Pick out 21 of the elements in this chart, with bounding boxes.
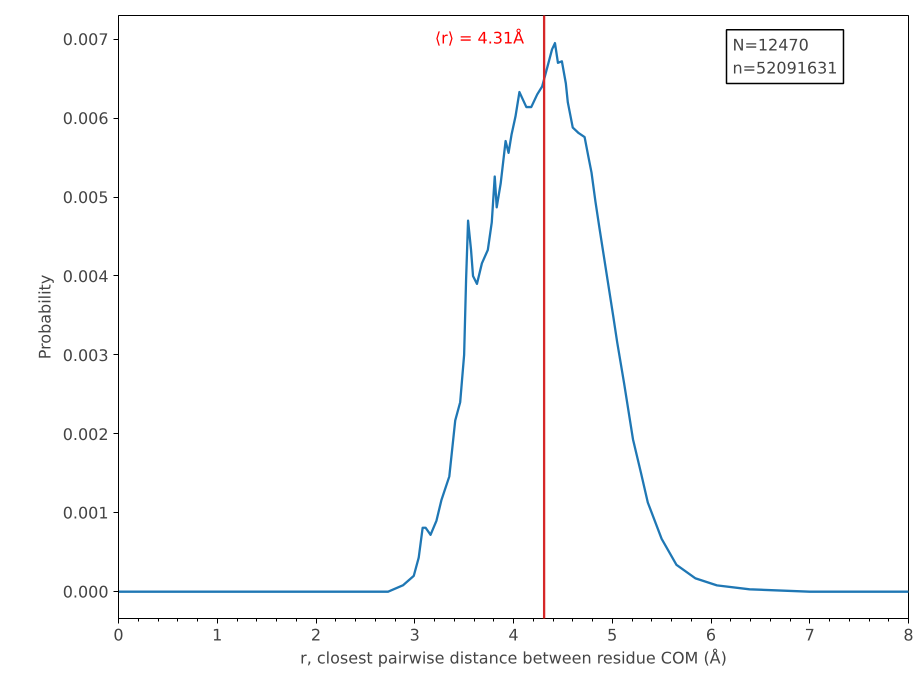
y-tick-label: 0.006: [62, 109, 109, 128]
y-tick-label: 0.001: [62, 504, 109, 523]
x-axis-title: r, closest pairwise distance between residue COM (Å): [300, 648, 727, 668]
x-tick-label: 5: [607, 626, 618, 644]
x-tick-label: 8: [903, 626, 914, 644]
y-axis-title: Probability: [36, 274, 55, 360]
x-tick-label: 6: [706, 626, 716, 644]
x-tick-label: 3: [410, 626, 420, 644]
x-tick-label: 4: [508, 626, 519, 644]
x-tick-label: 7: [804, 626, 815, 644]
x-tick-label: 1: [212, 626, 222, 644]
y-tick-label: 0.003: [62, 346, 109, 365]
y-tick-label: 0.005: [62, 188, 109, 208]
y-tick-label: 0.007: [62, 30, 109, 50]
ref-line-label: ⟨r⟩ = 4.31Å: [434, 28, 524, 48]
y-tick-label: 0.000: [62, 582, 109, 602]
annotation: N=12470 n=52091631: [732, 36, 838, 78]
y-tick-label: 0.004: [62, 266, 109, 286]
x-tick-label: 2: [310, 626, 322, 644]
y-tick-label: 0.002: [62, 424, 109, 444]
x-tick-label: 0: [113, 626, 124, 644]
